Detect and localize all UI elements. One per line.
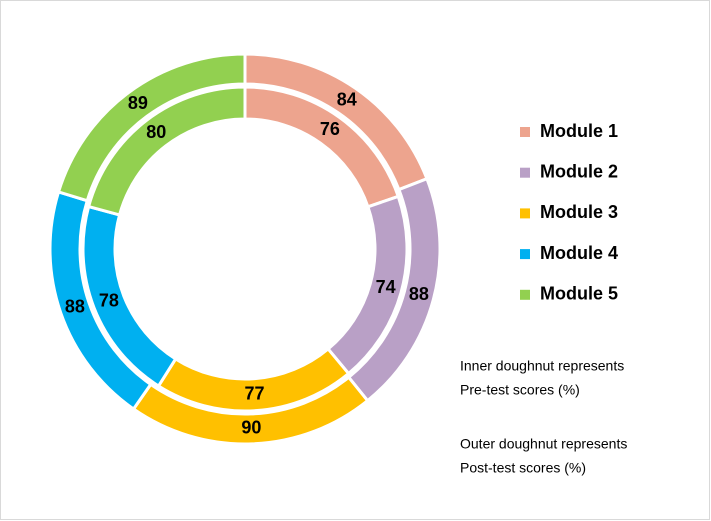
data-label: 78 <box>99 291 119 311</box>
legend-label: Module 3 <box>540 202 618 222</box>
data-label: 90 <box>241 418 261 438</box>
annotation: Pre-test scores (%) <box>460 382 580 398</box>
legend-swatch <box>520 208 530 219</box>
data-label: 88 <box>65 297 85 317</box>
legend-label: Module 2 <box>540 161 618 181</box>
legend-label: Module 1 <box>540 121 618 141</box>
legend-swatch <box>520 249 530 260</box>
data-label: 84 <box>337 89 357 109</box>
doughnut-segment <box>86 85 247 217</box>
legend-swatch <box>520 127 530 137</box>
legend-swatch <box>520 167 530 178</box>
annotation: Post-test scores (%) <box>460 460 586 476</box>
data-label: 89 <box>128 93 148 113</box>
data-label: 77 <box>245 383 265 403</box>
data-label: 88 <box>409 284 429 304</box>
annotation: Outer doughnut represents <box>460 436 627 452</box>
doughnut-segment <box>56 52 247 203</box>
annotation: Inner doughnut represents <box>460 358 624 374</box>
legend-label: Module 5 <box>540 284 618 304</box>
legend-swatch <box>520 289 530 300</box>
data-label: 80 <box>146 122 166 142</box>
legend-label: Module 4 <box>540 243 618 263</box>
data-label: 74 <box>376 277 396 297</box>
data-label: 76 <box>320 119 340 139</box>
